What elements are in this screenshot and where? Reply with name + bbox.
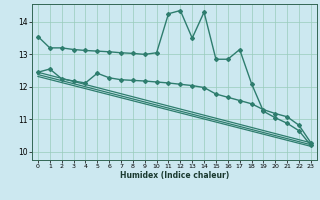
X-axis label: Humidex (Indice chaleur): Humidex (Indice chaleur) — [120, 171, 229, 180]
